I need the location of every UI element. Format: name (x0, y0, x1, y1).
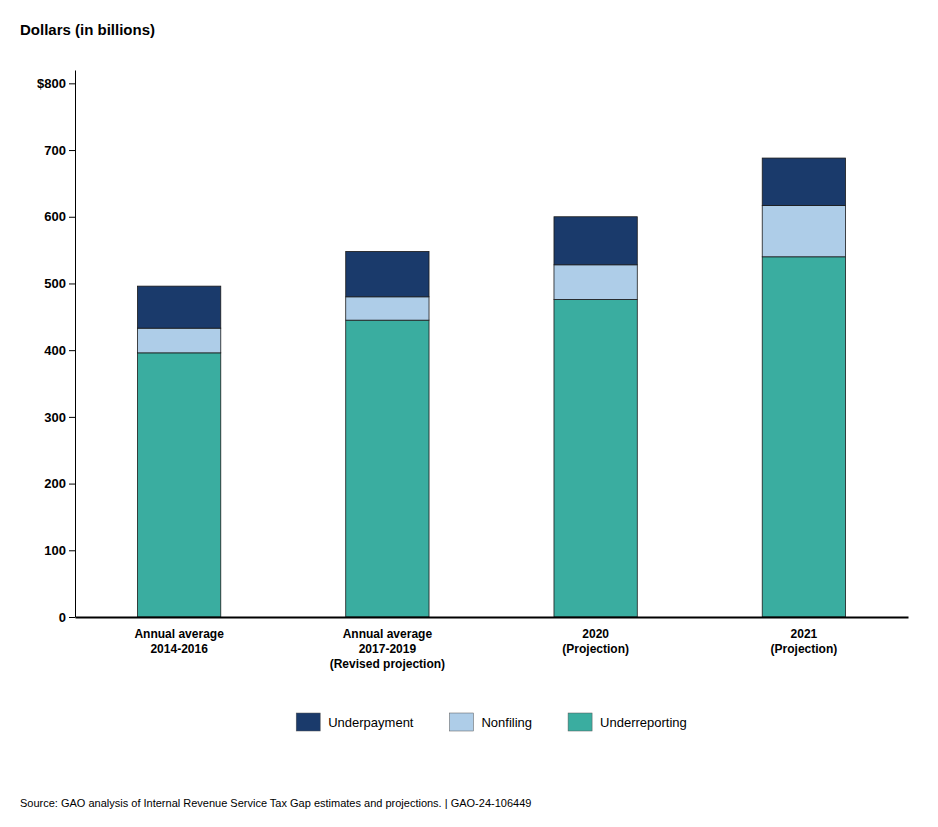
y-tick-mark (69, 83, 75, 84)
y-tick: 500 (44, 276, 75, 291)
legend-label: Underreporting (600, 715, 687, 730)
x-tick-label-line: 2021 (791, 627, 818, 641)
y-tick-label: $800 (37, 76, 66, 91)
plot-area: 0 100 200 300 400 500 600 700 $800 Annual average… (37, 71, 908, 671)
y-tick-mark (69, 417, 75, 418)
x-tick-label-line: (Projection) (562, 642, 629, 656)
series-group (137, 158, 845, 328)
legend-swatch (449, 713, 473, 731)
y-tick-label: 700 (44, 143, 66, 158)
chart-title: Dollars (in billions) (20, 21, 155, 38)
y-tick-mark (69, 150, 75, 151)
bars (137, 158, 845, 617)
x-tick: 2021(Projection) (771, 617, 838, 656)
x-tick: Annual average2014-2016 (134, 617, 224, 656)
x-tick-label: Annual average2014-2016 (134, 627, 224, 656)
source-note: Source: GAO analysis of Internal Revenue… (20, 797, 531, 809)
y-tick-label: 400 (44, 343, 66, 358)
x-tick-label: Annual average2017-2019(Revised projecti… (330, 627, 445, 671)
bar-segment (346, 251, 429, 296)
bar-segment (554, 265, 637, 300)
x-tick-label: 2020(Projection) (562, 627, 629, 656)
y-tick-label: 500 (44, 276, 66, 291)
legend-label: Nonfiling (481, 715, 532, 730)
y-tick-mark (69, 217, 75, 218)
x-tick-label-line: 2020 (582, 627, 609, 641)
x-tick-label-line: 2014-2016 (150, 642, 208, 656)
bar-segment (137, 353, 220, 617)
y-tick-label: 300 (44, 410, 66, 425)
bar-segment (346, 297, 429, 320)
legend-swatch (296, 713, 320, 731)
y-tick: $800 (37, 76, 75, 91)
x-tick-label: 2021(Projection) (771, 627, 838, 656)
y-tick-mark (69, 350, 75, 351)
y-tick: 700 (44, 143, 75, 158)
legend-label: Underpayment (328, 715, 414, 730)
legend: Underpayment Nonfiling Underreporting (296, 713, 687, 731)
y-tick-label: 100 (44, 543, 66, 558)
y-tick-mark (69, 550, 75, 551)
x-tick-label-line: (Revised projection) (330, 657, 445, 671)
series-group (137, 205, 845, 352)
y-axis: 0 100 200 300 400 500 600 700 $800 (37, 71, 75, 625)
x-tick: 2020(Projection) (562, 617, 629, 656)
x-tick-label-line: Annual average (134, 627, 224, 641)
y-tick: 0 (59, 610, 75, 625)
bar-segment (137, 328, 220, 353)
x-axis: Annual average2014-2016Annual average201… (76, 617, 909, 671)
y-tick-mark (69, 617, 75, 618)
y-tick-mark (69, 484, 75, 485)
x-tick-label-line: 2017-2019 (359, 642, 417, 656)
y-tick: 200 (44, 476, 75, 491)
series-group (137, 257, 845, 617)
y-tick: 300 (44, 410, 75, 425)
bar-segment (762, 158, 845, 205)
x-tick-label-line: (Projection) (771, 642, 838, 656)
legend-item: Nonfiling (449, 713, 532, 731)
y-tick-label: 600 (44, 209, 66, 224)
bar-segment (554, 217, 637, 265)
legend-swatch (568, 713, 592, 731)
y-tick: 100 (44, 543, 75, 558)
bar-segment (554, 299, 637, 617)
bar-segment (137, 286, 220, 328)
x-tick: Annual average2017-2019(Revised projecti… (330, 617, 445, 671)
bar-segment (762, 257, 845, 617)
y-tick-label: 200 (44, 476, 66, 491)
legend-item: Underreporting (568, 713, 687, 731)
x-axis-line (76, 617, 909, 619)
y-tick-label: 0 (59, 610, 66, 625)
x-tick-label-line: Annual average (343, 627, 433, 641)
y-tick-mark (69, 283, 75, 284)
y-tick: 400 (44, 343, 75, 358)
y-tick: 600 (44, 209, 75, 224)
legend-item: Underpayment (296, 713, 414, 731)
bar-segment (346, 320, 429, 617)
chart-svg: 0 100 200 300 400 500 600 700 $800 Annual average… (0, 0, 938, 827)
y-axis-line (75, 71, 76, 618)
bar-segment (762, 205, 845, 256)
